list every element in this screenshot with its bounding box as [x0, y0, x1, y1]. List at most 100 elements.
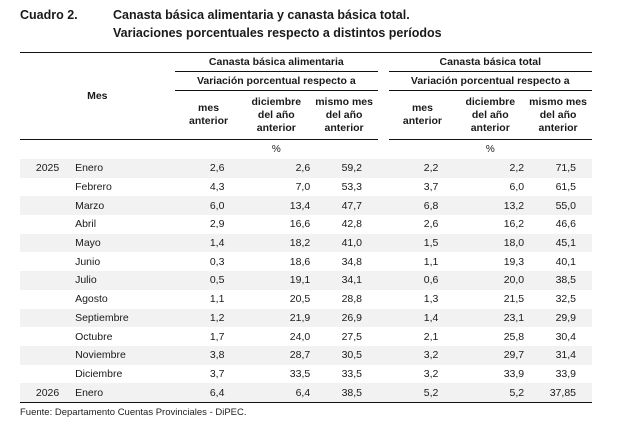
cba-value-cell: 7,0: [295, 181, 311, 194]
year-cell: [20, 271, 76, 290]
cbt-value-cell: 2,2: [388, 159, 457, 178]
cbt-value-cell: 45,1: [524, 233, 592, 253]
column-header-cbt-2: diciembre del año anterior: [456, 90, 525, 140]
month-cell: Julio: [75, 271, 175, 290]
column-header-line: anterior: [538, 121, 578, 134]
cbt-value-cell: 5,2: [388, 383, 457, 403]
table-row: Julio 0,5 19,1 34,1 0,6 20,0 38,5: [20, 271, 592, 290]
column-header-line: anterior: [256, 121, 296, 134]
column-header-line: diciembre: [251, 95, 302, 108]
year-cell: [20, 215, 75, 234]
cbt-value-cell: 25,8: [503, 330, 525, 343]
cbt-value-cell: 0,6: [388, 271, 457, 290]
cbt-value-cell: 18,0: [456, 233, 525, 253]
cba-value-cell: 34,8: [341, 255, 362, 268]
column-header-cba-1: mes anterior: [174, 90, 243, 140]
table-row: Agosto 1,1 20,5 28,8 1,3 21,5 32,5: [20, 290, 592, 309]
cba-value-cell: 21,9: [242, 308, 311, 328]
table-row: 2025 Enero 2,6 2,6 59,2 2,2 2,2 71,5: [20, 159, 592, 178]
column-header-line: del año: [325, 108, 363, 121]
subheader-cbt: Variación porcentual respecto a: [388, 71, 592, 91]
cbt-value-cell: 5,2: [456, 383, 525, 403]
table-row: Febrero 4,3 7,0 53,3 3,7 6,0 61,5: [20, 178, 592, 197]
cbt-value-cell: 3,2: [423, 367, 439, 380]
cbt-value-cell: 3,7: [423, 181, 439, 194]
cba-value-cell: 2,9: [209, 218, 225, 231]
unit-label-cba: %: [271, 144, 281, 155]
row-header-mes: Mes: [20, 52, 175, 140]
column-header-cbt-3: mismo mes del año anterior: [524, 90, 592, 140]
month-cell: Noviembre: [75, 345, 175, 365]
source-note: Fuente: Departamento Cuentas Provinciale…: [20, 407, 247, 418]
cba-value-cell: 34,1: [310, 271, 378, 290]
year-cell: [20, 178, 75, 197]
table-title-line1: Canasta básica alimentaria y canasta bás…: [113, 8, 410, 22]
cba-value-cell: 16,6: [289, 218, 311, 231]
column-header-line: diciembre: [465, 95, 516, 108]
year-cell: [20, 252, 75, 271]
cba-value-cell: 19,1: [242, 271, 311, 290]
month-cell: Enero: [75, 159, 175, 178]
group-header-cba: Canasta básica alimentaria: [174, 52, 378, 72]
column-header-line: anterior: [402, 115, 443, 127]
cba-value-cell: 2,6: [242, 159, 311, 178]
cba-value-cell: 24,0: [289, 330, 311, 343]
year-cell: [20, 290, 75, 309]
cba-value-cell: 6,4: [174, 383, 243, 403]
column-header-line: mes: [198, 102, 220, 114]
column-header-line: mismo mes: [315, 95, 373, 108]
month-cell: Septiembre: [75, 308, 175, 328]
cba-value-cell: 59,2: [310, 159, 378, 178]
table-row: 2026 Enero 6,4 6,4 38,5 5,2 5,2 37,85: [20, 383, 592, 403]
month-cell: Febrero: [75, 181, 112, 194]
data-table: Mes Canasta básica alimentaria Canasta b…: [20, 52, 592, 403]
month-cell: Abril: [75, 218, 97, 231]
cba-value-cell: 1,4: [174, 233, 243, 253]
cba-value-cell: 26,9: [310, 308, 378, 328]
cbt-value-cell: 37,85: [524, 383, 592, 403]
month-cell: Octubre: [75, 330, 113, 343]
column-header-line: anterior: [470, 121, 510, 134]
month-cell: Diciembre: [75, 367, 123, 380]
cbt-value-cell: 13,2: [456, 196, 525, 216]
year-cell: 2026: [20, 383, 76, 403]
cba-value-cell: 2,6: [174, 159, 243, 178]
cba-value-cell: 3,8: [174, 345, 243, 365]
table-caption: Cuadro 2. Canasta básica alimentaria y c…: [20, 6, 442, 42]
cbt-value-cell: 71,5: [524, 159, 592, 178]
cba-value-cell: 30,5: [310, 345, 378, 365]
cbt-value-cell: 6,8: [388, 196, 457, 216]
column-header-cbt-1: mes anterior: [388, 90, 457, 140]
column-header-line: mismo mes: [529, 95, 587, 108]
cbt-value-cell: 20,0: [456, 271, 525, 290]
table-row: Junio 0,3 18,6 34,8 1,1 19,3 40,1: [20, 252, 592, 271]
cba-value-cell: 20,5: [289, 293, 311, 306]
cbt-value-cell: 1,4: [388, 308, 457, 328]
year-cell: [20, 308, 76, 328]
column-header-line: anterior: [188, 115, 229, 127]
cba-value-cell: 1,7: [209, 330, 225, 343]
year-cell: 2025: [20, 159, 76, 178]
cba-value-cell: 6,4: [242, 383, 311, 403]
cbt-value-cell: 19,3: [503, 255, 525, 268]
table-row: Diciembre 3,7 33,5 33,5 3,2 33,9 33,9: [20, 365, 592, 384]
year-cell: [20, 327, 75, 346]
cba-value-cell: 13,4: [242, 196, 311, 216]
cbt-value-cell: 29,7: [456, 345, 525, 365]
column-header-cba-2: diciembre del año anterior: [242, 90, 311, 140]
cbt-value-cell: 2,2: [456, 159, 525, 178]
cbt-value-cell: 30,4: [555, 330, 576, 343]
cbt-value-cell: 61,5: [555, 181, 576, 194]
cbt-value-cell: 6,0: [509, 181, 525, 194]
cbt-value-cell: 21,5: [503, 293, 525, 306]
column-header-line: anterior: [324, 121, 364, 134]
cba-value-cell: 27,5: [341, 330, 362, 343]
table-row: Marzo 6,0 13,4 47,7 6,8 13,2 55,0: [20, 196, 592, 216]
table-row: Abril 2,9 16,6 42,8 2,6 16,2 46,6: [20, 215, 592, 234]
group-header-cbt: Canasta básica total: [388, 52, 592, 72]
cba-value-cell: 28,8: [341, 293, 362, 306]
cba-value-cell: 18,6: [289, 255, 311, 268]
column-header-cba-3: mismo mes del año anterior: [310, 90, 378, 140]
cbt-value-cell: 1,1: [423, 255, 439, 268]
cbt-value-cell: 46,6: [555, 218, 576, 231]
